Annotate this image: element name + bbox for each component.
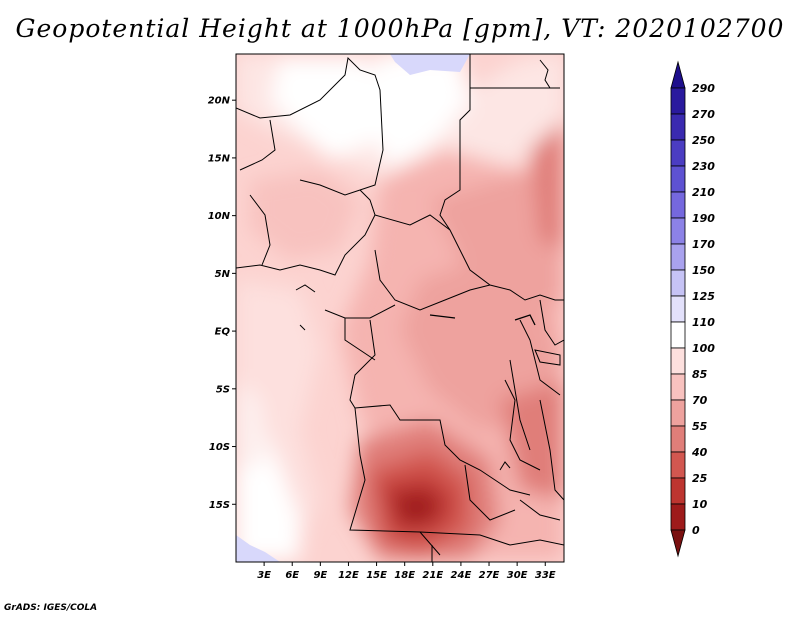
colorbar-swatch <box>670 60 686 89</box>
credit-label: GrADS: IGES/COLA <box>4 603 98 613</box>
lat-tick-label: 10N <box>208 211 231 222</box>
colorbar-swatch <box>670 425 686 453</box>
colorbar-swatch <box>670 503 686 531</box>
colorbar-swatch <box>670 347 686 375</box>
colorbar-level-label: 10 <box>692 498 708 511</box>
lon-tick-label: 6E <box>285 570 299 581</box>
lon-tick-label: 12E <box>338 570 359 581</box>
colorbar-swatch <box>670 321 686 349</box>
colorbar-swatch <box>670 87 686 115</box>
lon-tick-label: 27E <box>479 570 500 581</box>
lat-tick-label: 10S <box>209 442 230 453</box>
colorbar-level-label: 290 <box>692 82 715 95</box>
colorbar-swatch <box>670 399 686 427</box>
map-frame <box>235 53 565 563</box>
colorbar-level-label: 150 <box>692 264 715 277</box>
lat-tick-label: EQ <box>215 327 231 338</box>
lon-tick-label: 30E <box>507 570 528 581</box>
colorbar-level-label: 40 <box>691 446 708 459</box>
chart-title: Geopotential Height at 1000hPa [gpm], VT… <box>15 14 785 43</box>
colorbar-swatch <box>670 191 686 219</box>
lat-tick-label: 20N <box>208 96 231 107</box>
colorbar-level-label: 0 <box>692 524 700 537</box>
colorbar-swatch <box>670 295 686 323</box>
colorbar-level-label: 270 <box>692 108 715 121</box>
colorbar-swatch <box>670 451 686 479</box>
lon-tick-label: 33E <box>535 570 556 581</box>
height-field <box>236 54 564 562</box>
lat-tick-label: 15S <box>209 500 230 511</box>
colorbar-level-label: 125 <box>692 290 715 303</box>
colorbar-swatch <box>670 113 686 141</box>
longitude-axis: 3E 6E 9E 12E 15E 18E 21E 24E 27E 30E 33E <box>257 562 556 581</box>
colorbar-swatch <box>670 243 686 271</box>
colorbar-swatch <box>670 477 686 505</box>
colorbar-level-label: 250 <box>692 134 715 147</box>
latitude-axis: 20N 15N 10N 5N EQ 5S 10S 15S <box>208 96 236 511</box>
colorbar: 2902702502302101901701501251101008570554… <box>670 60 715 558</box>
lon-tick-label: 18E <box>394 570 415 581</box>
colorbar-level-label: 85 <box>692 368 708 381</box>
colorbar-level-label: 55 <box>692 420 708 433</box>
colorbar-level-label: 190 <box>692 212 715 225</box>
lon-tick-label: 24E <box>451 570 472 581</box>
colorbar-swatch <box>670 373 686 401</box>
lon-tick-label: 3E <box>257 570 271 581</box>
colorbar-swatch <box>670 217 686 245</box>
colorbar-swatch <box>670 529 686 558</box>
lat-tick-label: 5N <box>215 269 231 280</box>
colorbar-level-label: 170 <box>692 238 715 251</box>
colorbar-level-label: 100 <box>692 342 715 355</box>
colorbar-swatch <box>670 165 686 193</box>
colorbar-swatch <box>670 139 686 167</box>
lat-tick-label: 5S <box>216 384 230 395</box>
lon-tick-label: 15E <box>366 570 387 581</box>
colorbar-level-label: 210 <box>692 186 715 199</box>
lon-tick-label: 9E <box>313 570 327 581</box>
colorbar-swatch <box>670 269 686 297</box>
lon-tick-label: 21E <box>422 570 443 581</box>
colorbar-level-label: 70 <box>692 394 708 407</box>
colorbar-level-label: 25 <box>692 472 708 485</box>
country-borders <box>236 54 564 562</box>
colorbar-level-label: 230 <box>692 160 715 173</box>
lat-tick-label: 15N <box>208 153 231 164</box>
colorbar-level-label: 110 <box>692 316 715 329</box>
